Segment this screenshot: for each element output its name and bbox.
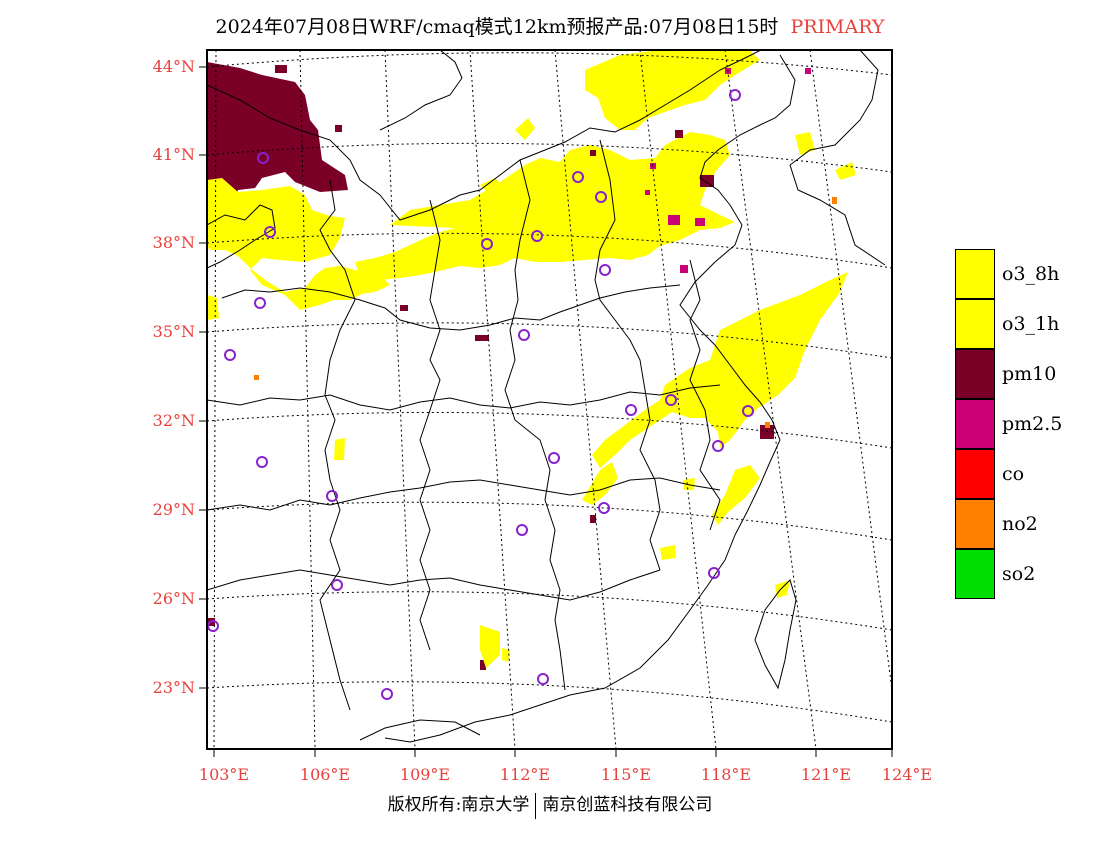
legend-swatch-pm25 <box>955 399 995 449</box>
lat-label-41n: 41°N <box>152 145 195 164</box>
axis-ticks <box>199 66 893 757</box>
lat-label-38n: 38°N <box>152 233 195 252</box>
lon-label-121e: 121°E <box>800 765 852 784</box>
lon-label-109e: 109°E <box>399 765 451 784</box>
lon-label-103e: 103°E <box>198 765 250 784</box>
copyright: 版权所有:南京大学 南京创蓝科技有限公司 <box>0 790 1100 819</box>
no2-spots <box>254 197 837 428</box>
copyright-separator <box>535 792 537 819</box>
lon-label-118e: 118°E <box>700 765 752 784</box>
lon-label-115e: 115°E <box>600 765 652 784</box>
title-primary-tag: PRIMARY <box>790 16 885 38</box>
title-main: 2024年07月08日WRF/cmaq模式12km预报产品:07月08日15时 <box>215 16 779 38</box>
lat-label-23n: 23°N <box>152 678 195 697</box>
map-title: 2024年07月08日WRF/cmaq模式12km预报产品:07月08日15时 P… <box>0 12 1100 39</box>
legend-label-o3-8h: o3_8h <box>1002 263 1060 285</box>
legend-swatch-no2 <box>955 499 995 549</box>
graticule <box>207 50 892 749</box>
o3-region-east <box>334 272 848 668</box>
legend-swatch-co <box>955 449 995 499</box>
lat-label-35n: 35°N <box>152 322 195 341</box>
legend-swatch-o3-1h <box>955 299 995 349</box>
lat-label-29n: 29°N <box>152 500 195 519</box>
lat-label-32n: 32°N <box>152 411 195 430</box>
lat-label-44n: 44°N <box>152 57 195 76</box>
legend-label-o3-1h: o3_1h <box>1002 313 1060 335</box>
o3-region-north <box>355 50 856 280</box>
copyright-company: 南京创蓝科技有限公司 <box>542 795 713 815</box>
legend-swatch-so2 <box>955 549 995 599</box>
boundaries <box>207 50 886 743</box>
copyright-owner: 版权所有:南京大学 <box>387 795 530 815</box>
legend-label-co: co <box>1002 463 1025 485</box>
lon-label-106e: 106°E <box>299 765 351 784</box>
map-frame <box>206 49 893 750</box>
legend-label-pm10: pm10 <box>1002 363 1057 385</box>
lat-label-26n: 26°N <box>152 589 195 608</box>
legend-swatch-o3-8h <box>955 249 995 299</box>
legend-label-pm25: pm2.5 <box>1002 413 1063 435</box>
legend-swatch-pm10 <box>955 349 995 399</box>
legend-label-so2: so2 <box>1002 563 1036 585</box>
station-markers <box>207 89 754 700</box>
lon-label-124e: 124°E <box>881 765 933 784</box>
lon-label-112e: 112°E <box>499 765 551 784</box>
o3-region-northwest <box>207 178 390 320</box>
legend-label-no2: no2 <box>1002 513 1038 535</box>
